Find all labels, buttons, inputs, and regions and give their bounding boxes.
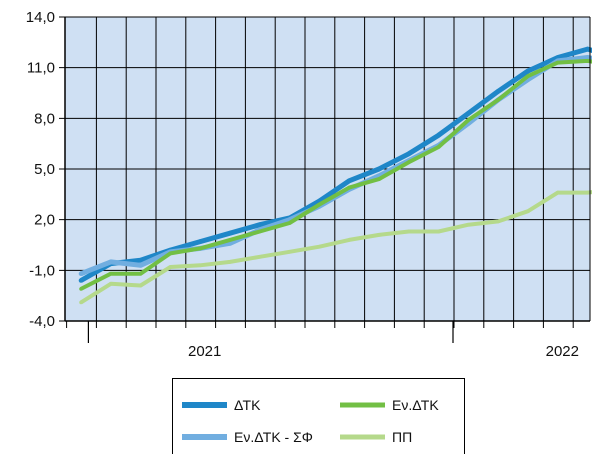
data-point bbox=[436, 145, 441, 149]
data-point bbox=[168, 265, 173, 269]
y-tick-label: 2,0 bbox=[34, 212, 55, 229]
legend-label: ΠΠ bbox=[392, 429, 412, 445]
data-point bbox=[526, 209, 530, 213]
data-point bbox=[287, 250, 292, 254]
data-point bbox=[377, 233, 381, 237]
data-point bbox=[317, 202, 322, 207]
data-point bbox=[138, 257, 143, 263]
data-point bbox=[79, 300, 83, 305]
data-point bbox=[406, 151, 412, 157]
data-point bbox=[79, 287, 83, 291]
data-point bbox=[346, 178, 352, 184]
data-point bbox=[227, 230, 233, 236]
data-point bbox=[109, 271, 113, 276]
data-point bbox=[258, 229, 262, 234]
data-point bbox=[466, 222, 471, 227]
y-tick-label: 5,0 bbox=[34, 161, 55, 178]
data-point bbox=[376, 166, 382, 172]
y-tick-label: -4,0 bbox=[29, 313, 55, 330]
y-tick-label: 11,0 bbox=[27, 60, 55, 77]
data-point bbox=[496, 98, 501, 102]
x-year-label: 2022 bbox=[546, 343, 579, 360]
data-point bbox=[138, 283, 143, 288]
data-point bbox=[257, 222, 263, 227]
legend-box bbox=[172, 378, 465, 455]
data-point bbox=[436, 132, 441, 138]
data-point bbox=[347, 185, 352, 190]
legend-label: ΔΤΚ bbox=[234, 397, 261, 413]
data-point bbox=[496, 219, 501, 224]
data-point bbox=[138, 271, 143, 276]
data-point bbox=[585, 46, 590, 52]
y-tick-label: 8,0 bbox=[34, 110, 55, 127]
data-point bbox=[556, 190, 560, 195]
x-year-label: 2021 bbox=[188, 343, 221, 360]
data-point bbox=[495, 89, 501, 94]
data-point bbox=[556, 60, 560, 65]
data-point bbox=[168, 251, 173, 256]
data-point bbox=[228, 260, 232, 264]
data-point bbox=[317, 244, 322, 249]
data-point bbox=[585, 55, 590, 60]
data-point bbox=[108, 259, 114, 265]
data-point bbox=[198, 263, 202, 268]
data-point bbox=[78, 278, 84, 283]
data-point bbox=[585, 59, 590, 63]
data-point bbox=[526, 74, 530, 78]
data-point bbox=[525, 68, 531, 74]
data-point bbox=[347, 238, 352, 242]
data-point bbox=[197, 239, 203, 244]
y-tick-label: -1,0 bbox=[29, 262, 55, 279]
legend-label: Εν.ΔΤΚ - ΣΦ bbox=[234, 429, 313, 445]
data-point bbox=[109, 282, 113, 286]
data-point bbox=[138, 263, 143, 268]
data-point bbox=[436, 229, 441, 234]
y-tick-label: 14,0 bbox=[26, 9, 55, 26]
legend-label: Εν.ΔΤΚ bbox=[392, 397, 439, 413]
data-point bbox=[198, 246, 202, 251]
data-point bbox=[258, 254, 262, 259]
data-point bbox=[466, 118, 471, 122]
data-point bbox=[585, 190, 590, 195]
data-point bbox=[287, 221, 292, 225]
data-point bbox=[78, 271, 84, 277]
data-point bbox=[377, 177, 381, 181]
data-point bbox=[407, 160, 411, 164]
series-line-3 bbox=[79, 190, 592, 305]
data-point bbox=[407, 229, 411, 234]
data-point bbox=[466, 111, 471, 116]
data-point bbox=[228, 238, 232, 242]
